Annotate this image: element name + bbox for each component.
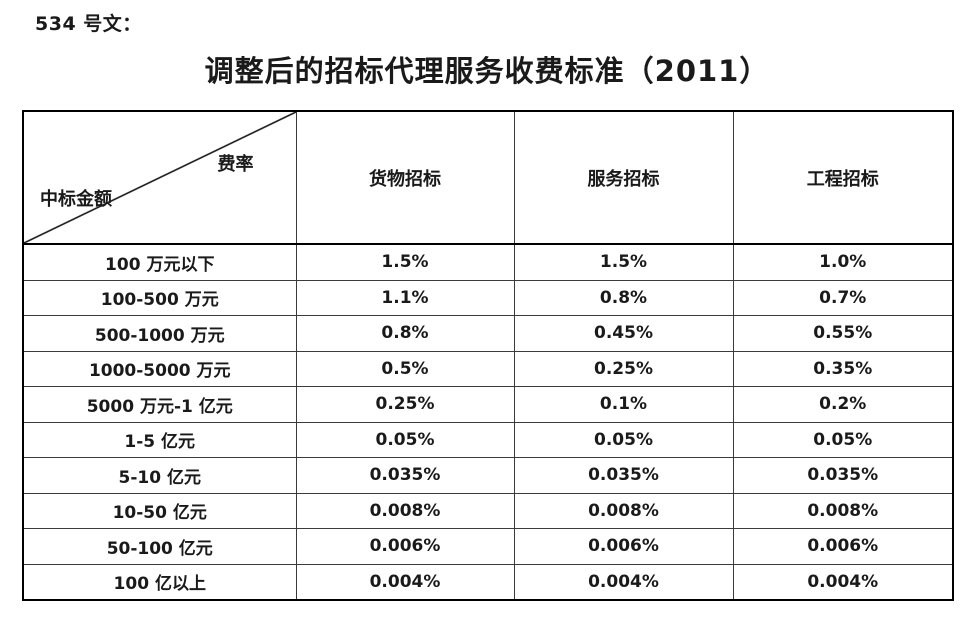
fee-cell: 1.0% [732, 243, 954, 281]
fee-cell: 0.004% [732, 563, 954, 601]
fee-cell: 0.8% [295, 315, 515, 352]
fee-cell: 0.25% [513, 350, 734, 387]
row-label: 1-5 亿元 [22, 421, 297, 458]
title-container: 调整后的招标代理服务收费标准（2011） [22, 48, 952, 90]
fee-cell: 0.008% [295, 492, 515, 529]
table-row: 1-5 亿元 0.05% 0.05% 0.05% [22, 421, 954, 458]
table-row: 100-500 万元 1.1% 0.8% 0.7% [22, 279, 954, 316]
fee-cell: 0.8% [513, 279, 734, 316]
row-label: 5-10 亿元 [22, 457, 297, 494]
page-title: 调整后的招标代理服务收费标准（2011） [204, 54, 770, 88]
fee-cell: 0.35% [732, 350, 954, 387]
table-row: 100 亿以上 0.004% 0.004% 0.004% [22, 563, 954, 601]
row-label: 100-500 万元 [22, 279, 297, 316]
column-header-goods: 货物招标 [295, 110, 515, 245]
fee-cell: 0.55% [732, 315, 954, 352]
table-row: 1000-5000 万元 0.5% 0.25% 0.35% [22, 350, 954, 387]
fee-cell: 0.004% [295, 563, 515, 601]
fee-cell: 0.035% [732, 457, 954, 494]
diagonal-corner-cell: 费率 中标金额 [22, 110, 297, 245]
row-label: 100 万元以下 [22, 243, 297, 281]
fee-cell: 0.008% [513, 492, 734, 529]
fee-cell: 1.1% [295, 279, 515, 316]
fee-cell: 0.5% [295, 350, 515, 387]
table-row: 100 万元以下 1.5% 1.5% 1.0% [22, 243, 954, 281]
corner-label-amount: 中标金额 [40, 189, 112, 210]
fee-cell: 0.05% [295, 421, 515, 458]
row-label: 50-100 亿元 [22, 528, 297, 565]
row-label: 100 亿以上 [22, 563, 297, 601]
fee-cell: 0.05% [732, 421, 954, 458]
fee-cell: 0.035% [513, 457, 734, 494]
column-header-engineering: 工程招标 [732, 110, 954, 245]
fee-cell: 0.006% [513, 528, 734, 565]
row-label: 1000-5000 万元 [22, 350, 297, 387]
table-header-row: 费率 中标金额 货物招标 服务招标 工程招标 [22, 110, 954, 245]
row-label: 500-1000 万元 [22, 315, 297, 352]
fee-rate-table: 费率 中标金额 货物招标 服务招标 工程招标 100 万元以下 1.5% 1.5… [22, 110, 954, 601]
doc-number: 534 号文： [35, 13, 142, 35]
table-row: 5-10 亿元 0.035% 0.035% 0.035% [22, 457, 954, 494]
fee-cell: 0.45% [513, 315, 734, 352]
fee-cell: 0.004% [513, 563, 734, 601]
fee-cell: 0.008% [732, 492, 954, 529]
fee-cell: 0.2% [732, 386, 954, 423]
table-row: 50-100 亿元 0.006% 0.006% 0.006% [22, 528, 954, 565]
table-row: 500-1000 万元 0.8% 0.45% 0.55% [22, 315, 954, 352]
fee-cell: 0.035% [295, 457, 515, 494]
fee-cell: 0.006% [295, 528, 515, 565]
corner-label-rate: 费率 [217, 154, 254, 175]
fee-cell: 1.5% [513, 243, 734, 281]
column-header-services: 服务招标 [513, 110, 734, 245]
table-row: 5000 万元-1 亿元 0.25% 0.1% 0.2% [22, 386, 954, 423]
fee-cell: 1.5% [295, 243, 515, 281]
row-label: 10-50 亿元 [22, 492, 297, 529]
fee-cell: 0.25% [295, 386, 515, 423]
fee-cell: 0.7% [732, 279, 954, 316]
table-row: 10-50 亿元 0.008% 0.008% 0.008% [22, 492, 954, 529]
row-label: 5000 万元-1 亿元 [22, 386, 297, 423]
fee-cell: 0.006% [732, 528, 954, 565]
fee-cell: 0.1% [513, 386, 734, 423]
fee-cell: 0.05% [513, 421, 734, 458]
